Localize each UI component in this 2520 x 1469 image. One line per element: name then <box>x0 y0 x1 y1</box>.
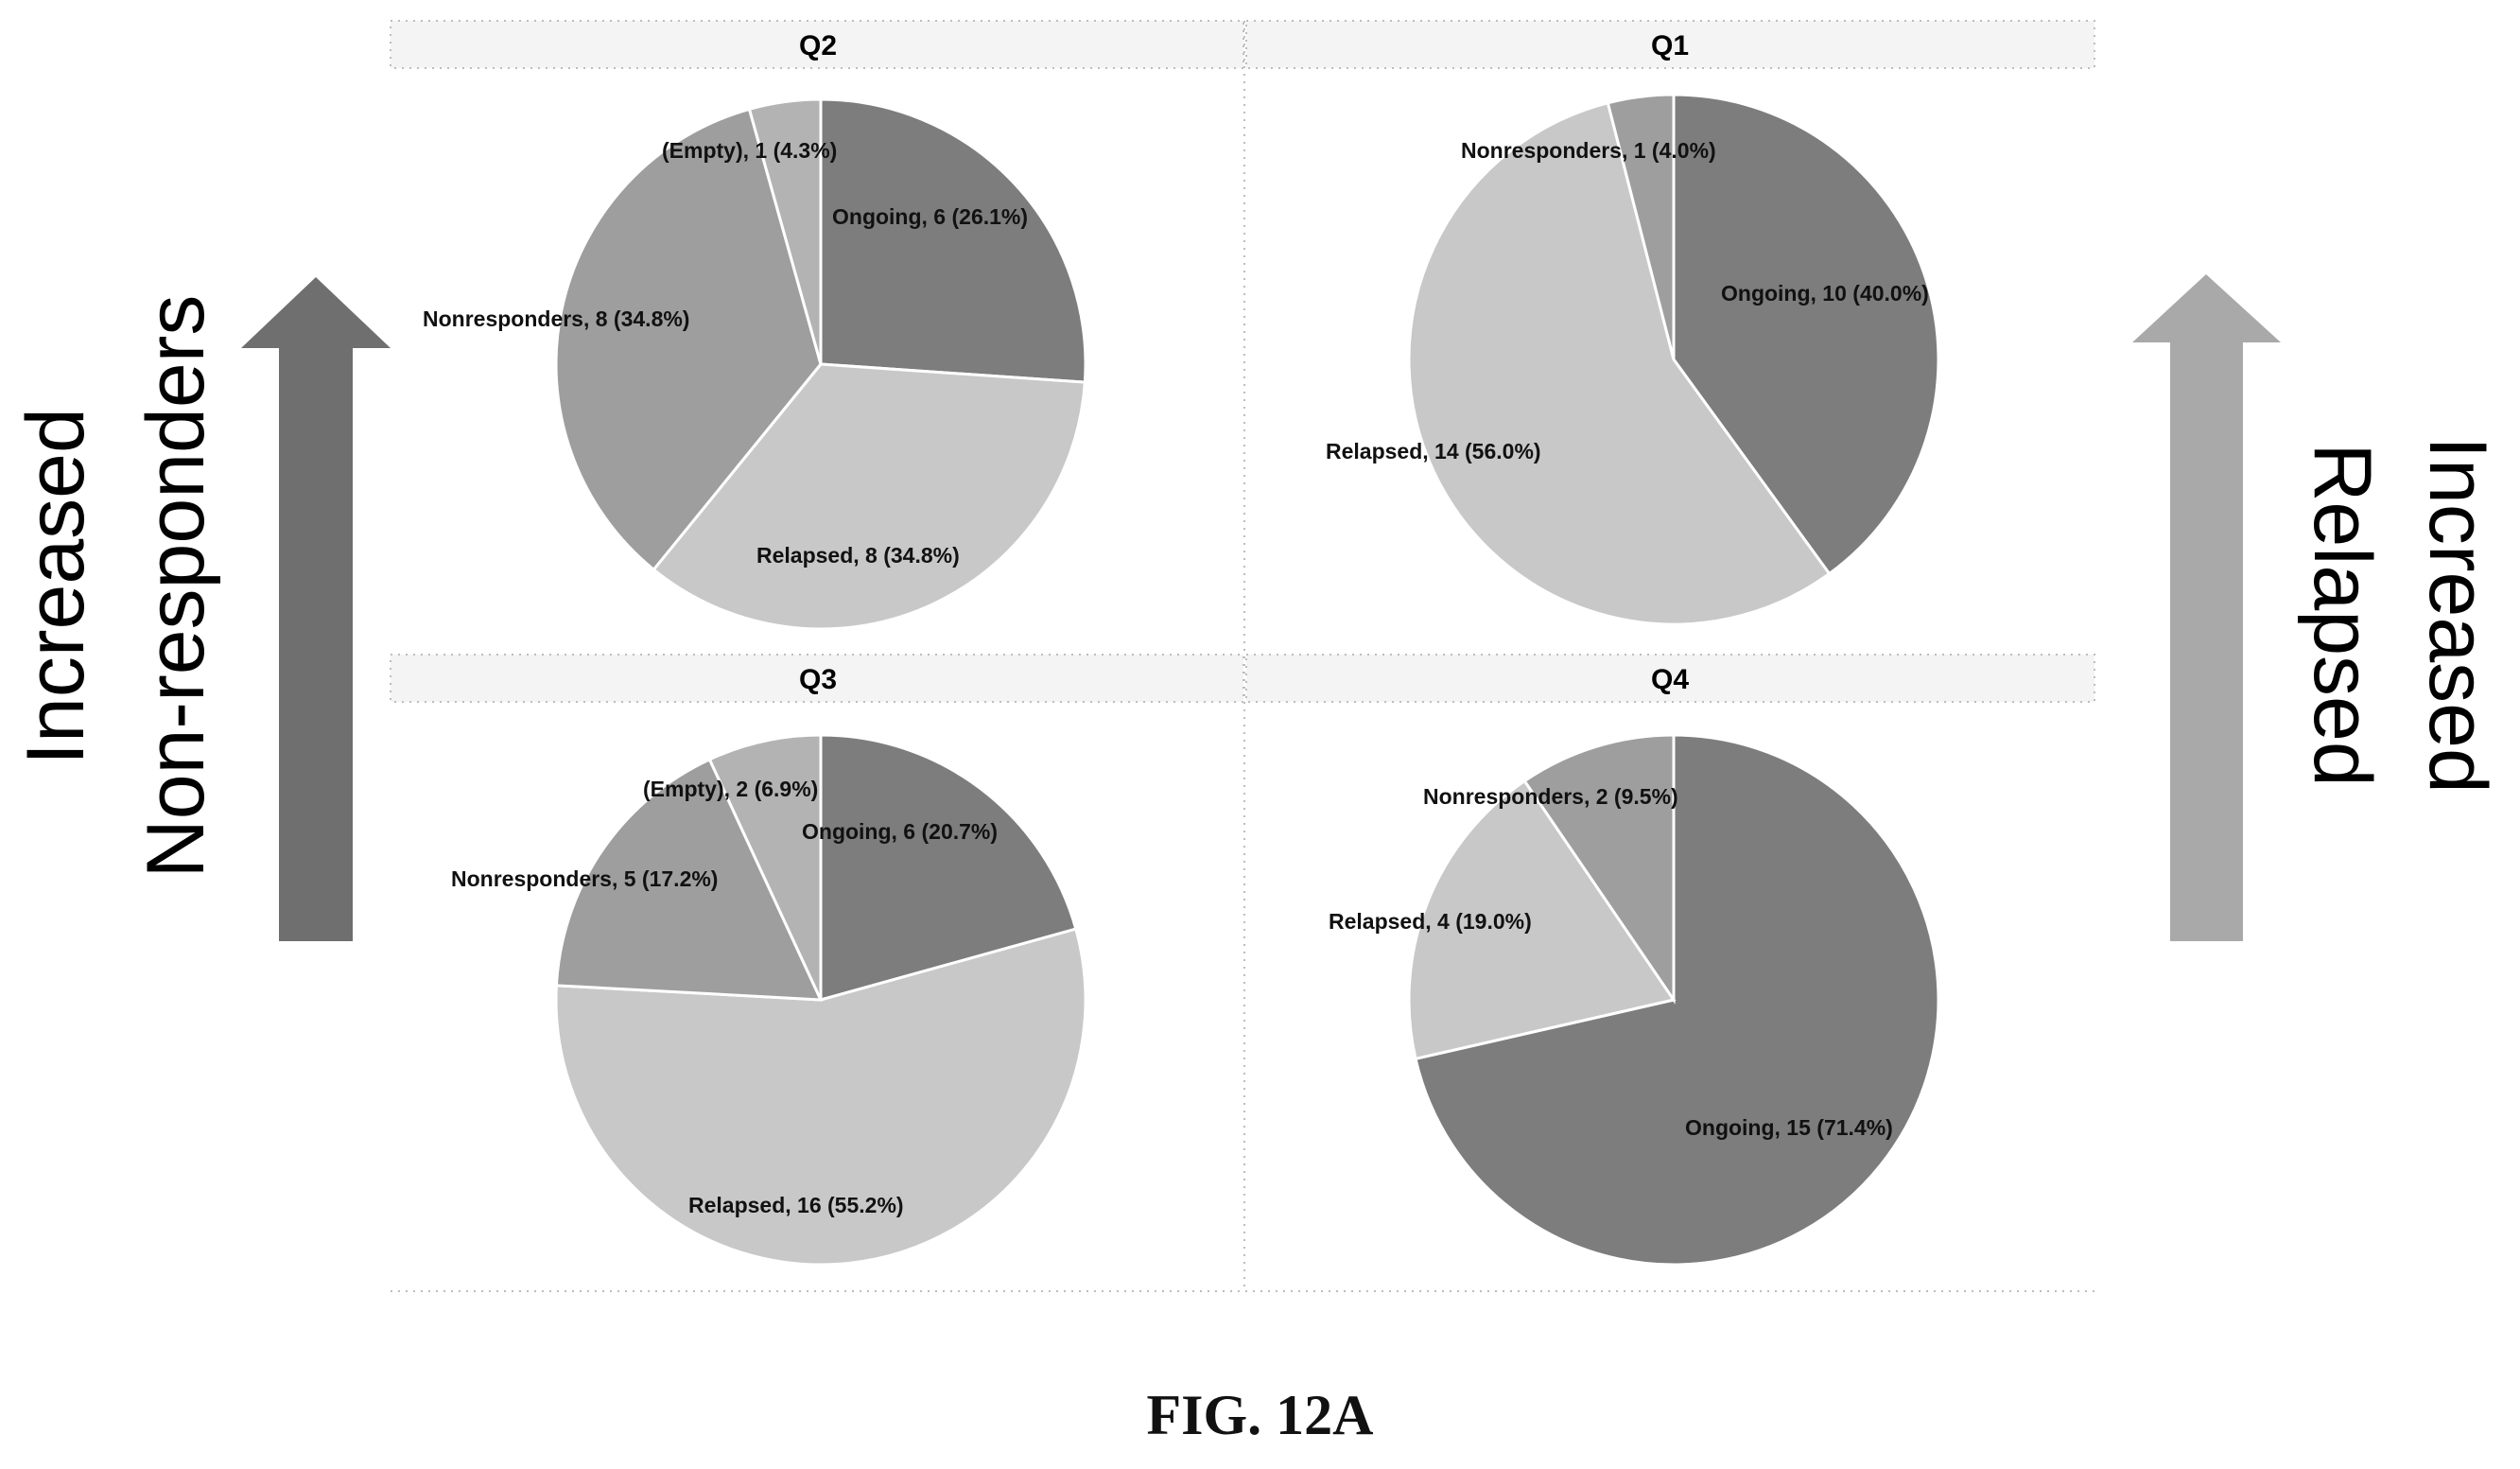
slice-label-q3-relapsed: Relapsed, 16 (55.2%) <box>688 1193 904 1217</box>
pie-slice-q4-relapsed <box>1407 778 1677 1061</box>
pie-slice-q3-ongoing <box>819 733 1078 1002</box>
slice-labels: Ongoing, 6 (26.1%) Relapsed, 8 (34.8%) N… <box>423 138 1929 1217</box>
pie-slice-q1-ongoing <box>1672 93 1940 576</box>
pie-slice-q2-ongoing <box>819 97 1087 384</box>
slice-label-q2-relapsed: Relapsed, 8 (34.8%) <box>756 543 960 568</box>
slice-label-q3-nonresponders: Nonresponders, 5 (17.2%) <box>451 866 718 891</box>
panel-frames <box>390 20 2095 1292</box>
pie-slice-q2-nonresponders <box>554 107 823 572</box>
pie-slice-q4-nonresponders <box>1522 733 1676 1005</box>
slice-label-q2-nonresponders: Nonresponders, 8 (34.8%) <box>423 306 689 331</box>
pie-slice-q1-nonresponders <box>1606 93 1676 360</box>
slice-label-q3-empty: (Empty), 2 (6.9%) <box>643 777 818 801</box>
pie-q4 <box>1407 733 1940 1267</box>
pie-slice-q2-empty <box>747 97 823 365</box>
panel-frame-q1-header <box>1245 20 2095 69</box>
pie-q3 <box>554 733 1087 1267</box>
side-label-right-line1: Increased <box>2412 436 2503 794</box>
pie-slice-q3-nonresponders <box>554 757 824 1002</box>
panel-frame-q3-header <box>390 654 1244 703</box>
arrow-up-right-icon <box>2132 274 2281 941</box>
pie-slice-q2-relapsed <box>652 362 1086 631</box>
panel-frame-q2-header <box>390 20 1244 69</box>
side-label-left-line2: Non-responders <box>130 295 221 879</box>
pie-q2 <box>554 97 1087 631</box>
side-label-right-line2: Relapsed <box>2297 443 2388 786</box>
pie-title-q2: Q2 <box>799 30 837 61</box>
slice-label-q4-ongoing: Ongoing, 15 (71.4%) <box>1685 1115 1893 1140</box>
slice-label-q2-empty: (Empty), 1 (4.3%) <box>662 138 837 163</box>
side-label-left-line1: Increased <box>10 408 101 765</box>
pie-title-q3: Q3 <box>799 664 837 695</box>
slice-label-q4-nonresponders: Nonresponders, 2 (9.5%) <box>1423 784 1678 809</box>
slice-label-q3-ongoing: Ongoing, 6 (20.7%) <box>802 819 998 844</box>
pie-title-q4: Q4 <box>1651 664 1689 695</box>
pie-slice-q4-ongoing <box>1414 733 1940 1267</box>
panel-frame-q4-header <box>1245 654 2095 703</box>
slice-label-q1-relapsed: Relapsed, 14 (56.0%) <box>1326 439 1541 463</box>
slice-label-q1-ongoing: Ongoing, 10 (40.0%) <box>1721 281 1929 306</box>
pie-slice-q1-relapsed <box>1407 100 1832 626</box>
pie-title-q1: Q1 <box>1651 30 1689 61</box>
pie-slice-q3-empty <box>707 733 823 1001</box>
figure-caption: FIG. 12A <box>1146 1384 1374 1446</box>
pie-slice-q3-relapsed <box>554 927 1087 1267</box>
slice-label-q4-relapsed: Relapsed, 4 (19.0%) <box>1329 909 1532 934</box>
pie-q1 <box>1407 93 1940 626</box>
slice-label-q2-ongoing: Ongoing, 6 (26.1%) <box>832 204 1028 229</box>
arrow-up-left-icon <box>241 277 391 941</box>
slice-label-q1-nonresponders: Nonresponders, 1 (4.0%) <box>1461 138 1716 163</box>
